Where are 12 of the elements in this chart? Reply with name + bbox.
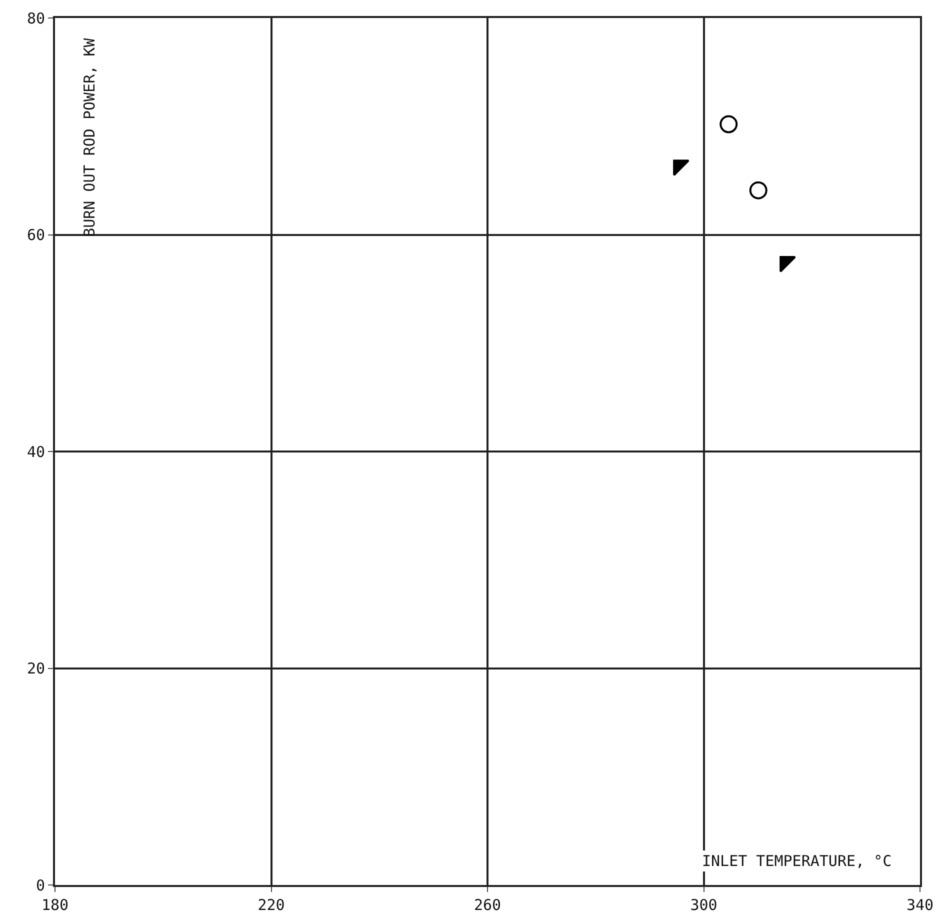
y-tick-label: 0 bbox=[36, 876, 45, 894]
y-axis-title: BURN OUT ROD POWER, KW bbox=[80, 37, 98, 237]
y-tick-label: 80 bbox=[26, 9, 45, 28]
x-tick-label: 300 bbox=[690, 896, 718, 914]
x-tick-label: 220 bbox=[258, 896, 285, 914]
x-axis-title: INLET TEMPERATURE, °C bbox=[702, 852, 892, 870]
y-tick-label: 40 bbox=[26, 442, 45, 461]
x-tick-label: 340 bbox=[906, 896, 934, 914]
y-tick-label: 60 bbox=[26, 226, 45, 244]
x-tick-label: 180 bbox=[41, 896, 69, 914]
y-tick-label: 20 bbox=[26, 660, 45, 678]
x-tick-label: 260 bbox=[474, 896, 502, 914]
